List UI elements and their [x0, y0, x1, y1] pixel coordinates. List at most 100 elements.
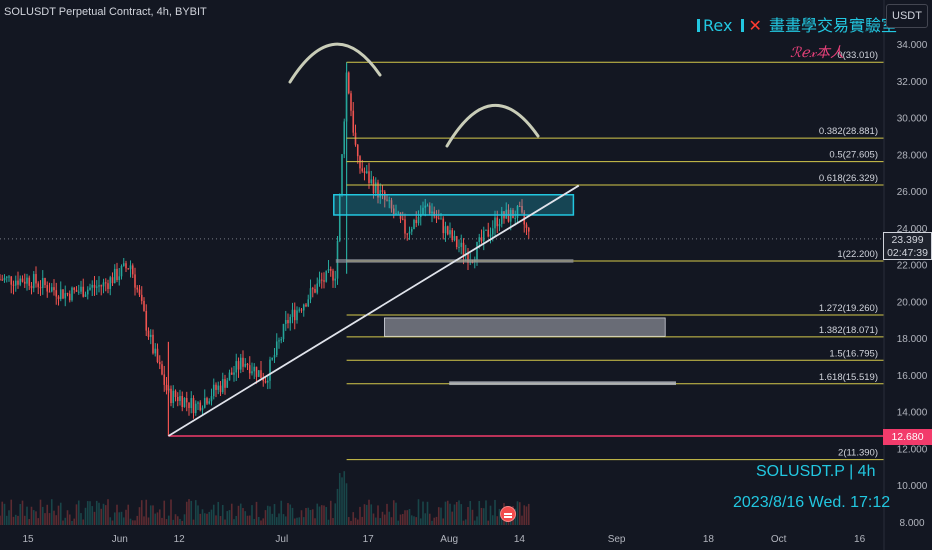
volume-bar — [116, 504, 118, 525]
volume-bar — [453, 504, 456, 525]
candle-body — [460, 242, 463, 247]
y-tick-label: 20.000 — [897, 297, 928, 308]
candle-body — [498, 224, 501, 227]
volume-bar — [50, 499, 53, 525]
volume-bar — [102, 503, 105, 525]
volume-bar — [352, 512, 355, 525]
candle-body — [455, 236, 458, 248]
volume-bar — [521, 515, 523, 525]
candle-body — [298, 309, 301, 311]
volume-bar — [271, 513, 274, 525]
candle-body — [136, 287, 139, 290]
volume-bar — [527, 503, 530, 525]
volume-bar — [185, 501, 188, 525]
volume-bar — [282, 514, 285, 525]
candle-body — [39, 287, 42, 289]
candle-body — [95, 286, 98, 288]
volume-bar — [338, 473, 341, 525]
candle-body — [494, 217, 496, 229]
x-tick-label: 12 — [174, 534, 186, 545]
candle-body — [485, 229, 487, 231]
volume-bar — [109, 517, 112, 525]
candle-body — [518, 205, 521, 207]
volume-bar — [428, 513, 431, 525]
volume-bar — [298, 517, 301, 525]
volume-bar — [507, 519, 510, 525]
volume-bar — [478, 501, 481, 525]
volume-bar — [17, 515, 19, 525]
candle-body — [451, 230, 454, 241]
candle-body — [327, 269, 330, 271]
candle-body — [480, 237, 483, 242]
candle-body — [19, 278, 22, 285]
target-zone — [383, 317, 666, 337]
volume-bar — [170, 499, 172, 525]
volume-bar — [431, 520, 433, 525]
y-tick-label: 24.000 — [897, 224, 928, 235]
volume-bar — [140, 500, 143, 525]
volume-bar — [404, 510, 406, 525]
volume-bar — [235, 515, 238, 525]
fib-level-label: 1.618(15.519) — [819, 372, 878, 383]
volume-bar — [408, 509, 411, 525]
candle-body — [323, 280, 325, 282]
x-tick-label: 18 — [703, 534, 715, 545]
x-tick-label: Aug — [440, 534, 458, 545]
last-price-label: 23.399 02:47:39 — [883, 232, 932, 260]
volume-bar — [388, 511, 391, 525]
candle-body — [449, 230, 451, 235]
candle-body — [341, 154, 343, 195]
candle-body — [289, 316, 292, 324]
candle-body — [71, 287, 73, 301]
candle-body — [163, 374, 166, 385]
volume-bar — [167, 515, 170, 525]
candle-body — [509, 210, 512, 222]
volume-bar — [289, 504, 292, 525]
volume-bar — [152, 505, 154, 525]
candle-body — [253, 366, 256, 372]
volume-bar — [451, 511, 454, 525]
fib-level-label: 0.382(28.881) — [819, 126, 878, 137]
candle-body — [217, 385, 220, 390]
volume-bar — [30, 506, 33, 525]
currency-button[interactable]: USDT — [886, 4, 928, 28]
volume-bar — [237, 505, 240, 525]
volume-bar — [122, 517, 125, 525]
volume-bar — [401, 514, 404, 525]
candle-body — [352, 110, 355, 133]
volume-bar — [145, 499, 148, 525]
volume-bar — [489, 505, 492, 525]
candle-body — [37, 283, 40, 288]
candle-body — [381, 190, 384, 192]
volume-bar — [219, 516, 222, 525]
y-tick-label: 14.000 — [897, 408, 928, 419]
candle-body — [57, 296, 60, 300]
us-flag-event-icon[interactable] — [500, 506, 516, 522]
candle-body — [266, 380, 269, 383]
volume-bar — [199, 513, 202, 525]
candle-body — [179, 396, 181, 401]
volume-bar — [273, 504, 276, 525]
candle-body — [145, 310, 148, 331]
volume-bar — [368, 499, 370, 525]
candle-body — [527, 227, 530, 232]
candle-body — [255, 366, 258, 377]
volume-bar — [314, 518, 316, 525]
candle-body — [318, 279, 321, 284]
volume-bar — [323, 505, 325, 525]
candle-body — [93, 284, 96, 288]
volume-bar — [309, 509, 312, 525]
candle-body — [271, 357, 274, 360]
candle-body — [208, 401, 211, 404]
volume-bar — [64, 517, 67, 525]
candle-body — [230, 372, 233, 375]
volume-bar — [5, 515, 8, 525]
candle-body — [496, 217, 499, 227]
candle-body — [239, 357, 242, 370]
volume-bar — [487, 520, 490, 525]
volume-bar — [433, 517, 436, 525]
candle-body — [1, 279, 4, 281]
volume-bar — [21, 500, 24, 525]
